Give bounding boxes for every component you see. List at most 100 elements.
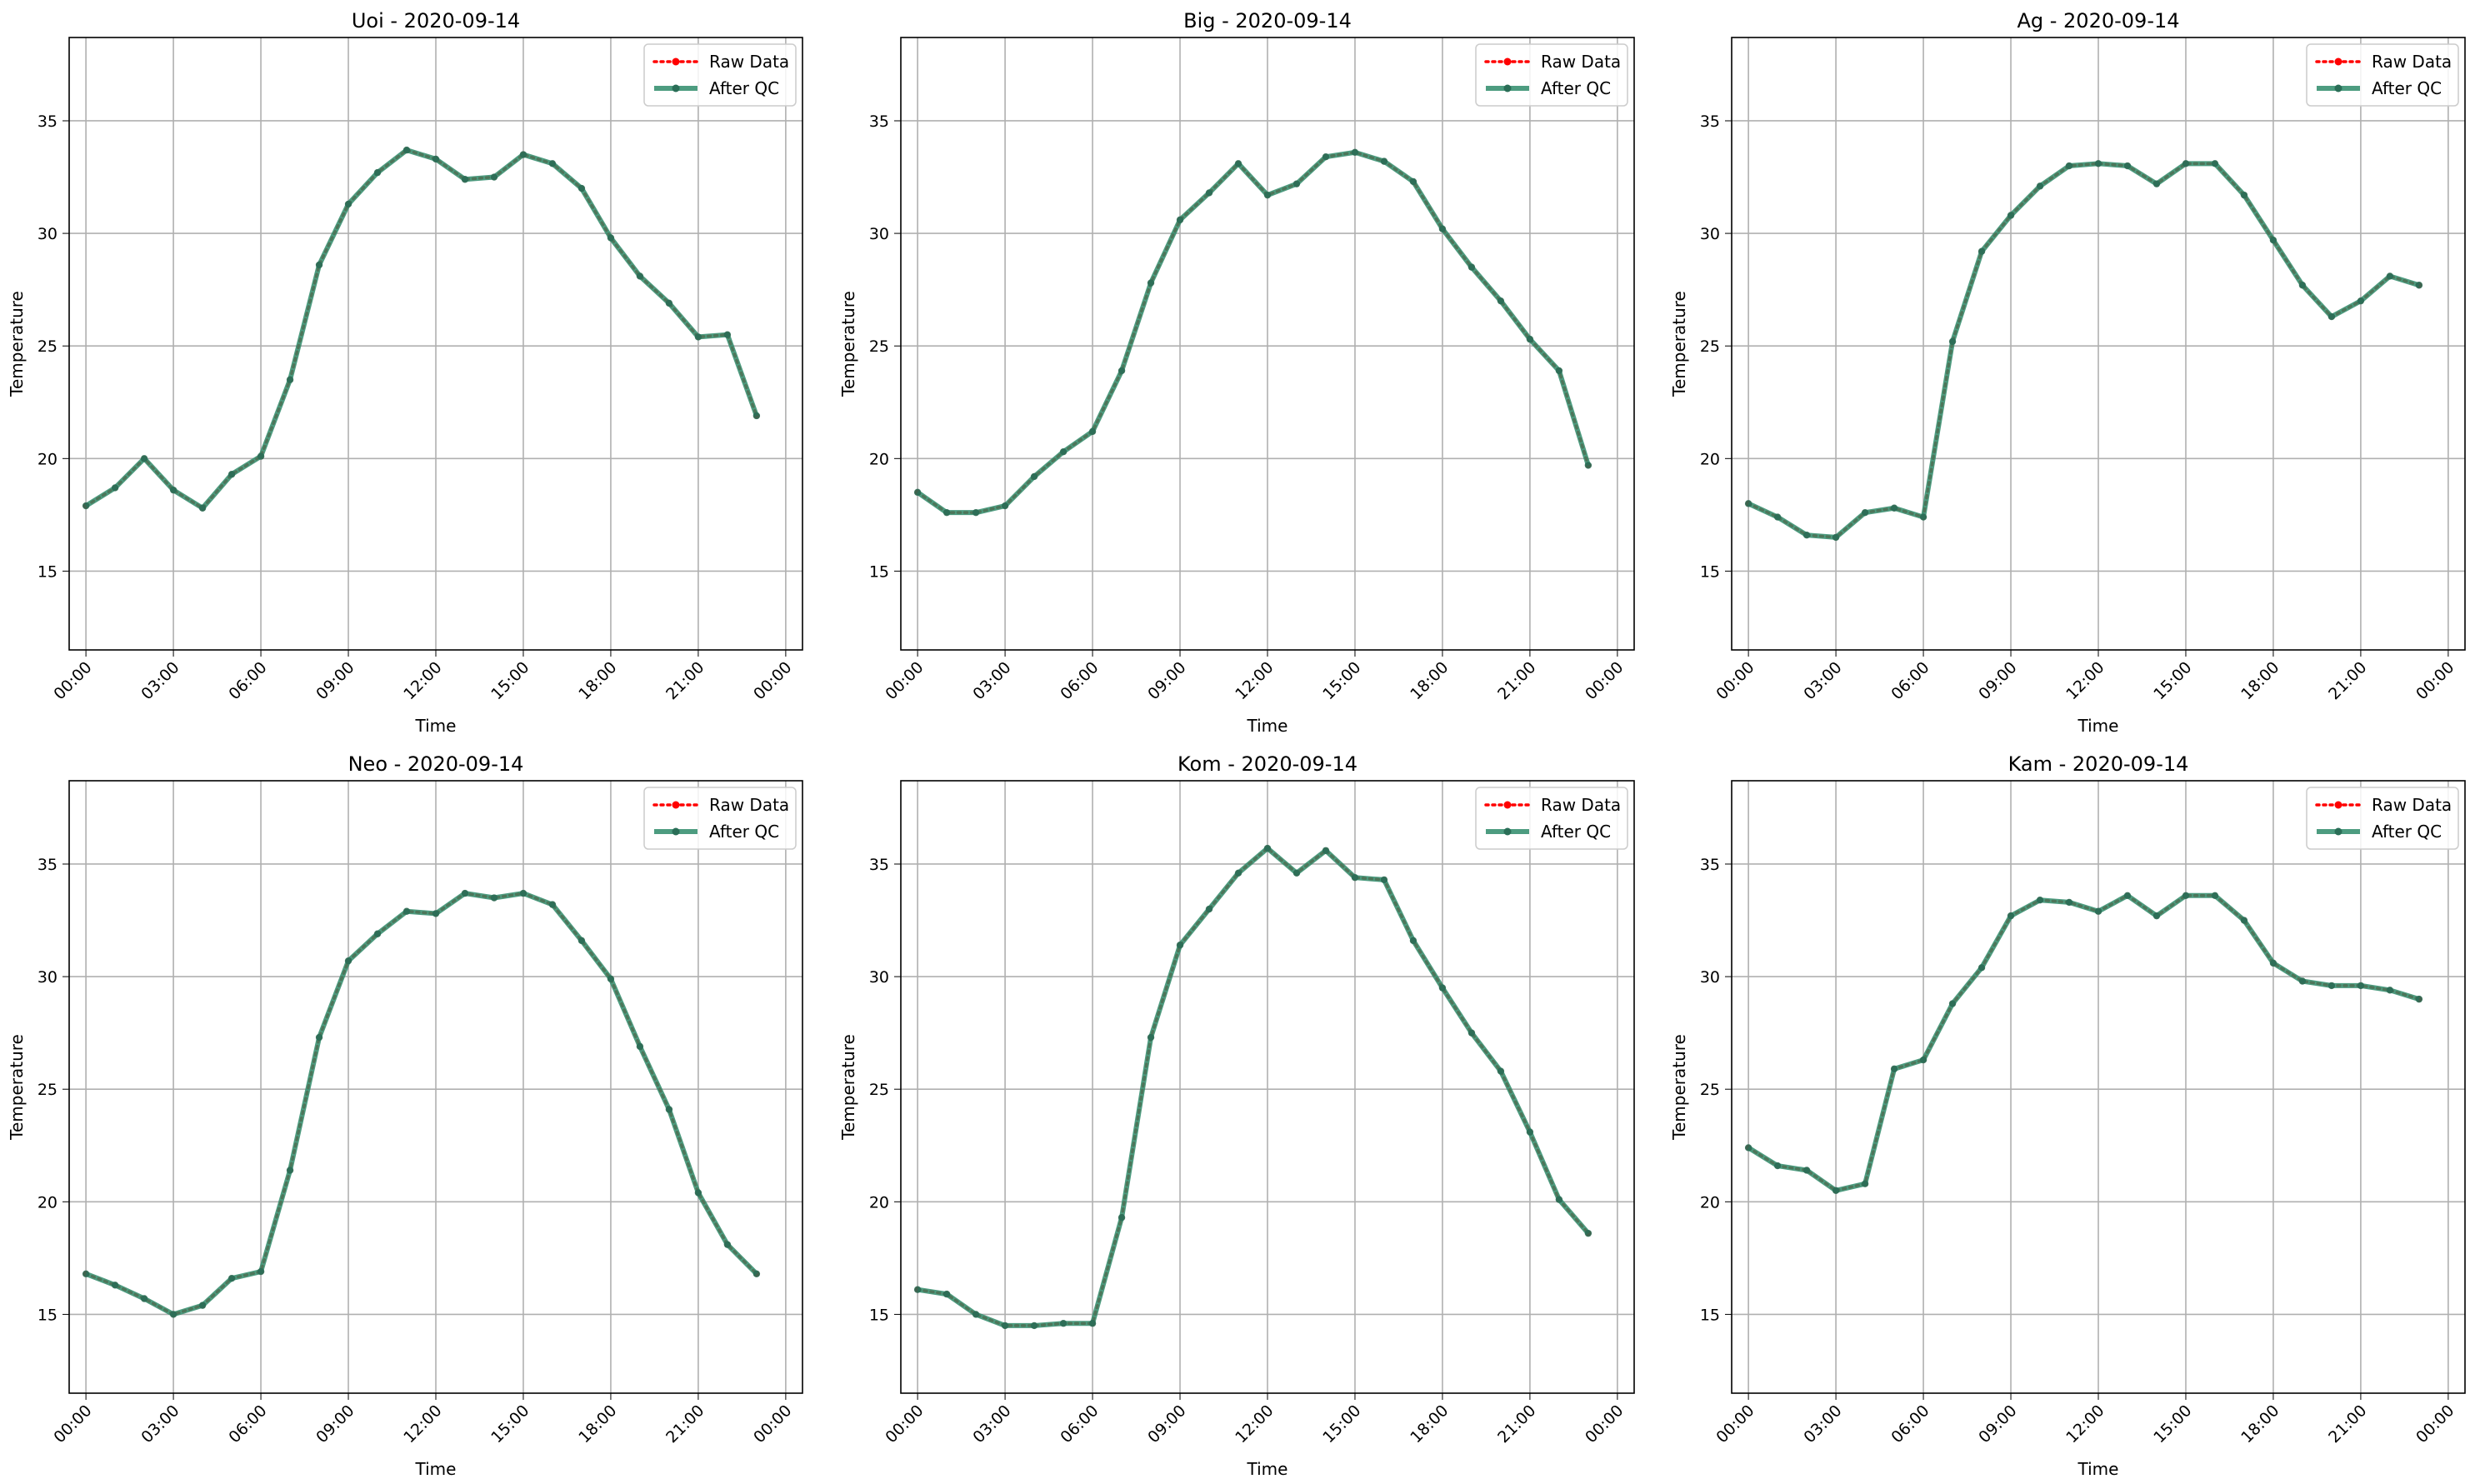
chart-title: Ag - 2020-09-14 bbox=[2017, 9, 2179, 32]
after-qc-point bbox=[578, 937, 586, 945]
x-tick-label: 00:00 bbox=[50, 1402, 95, 1447]
after-qc-point bbox=[1147, 279, 1155, 287]
x-tick-label: 12:00 bbox=[1232, 1402, 1277, 1447]
after-qc-point bbox=[198, 1302, 207, 1309]
after-qc-point bbox=[82, 502, 90, 510]
after-qc-point bbox=[694, 333, 702, 341]
after-qc-point bbox=[198, 504, 207, 512]
after-qc-point bbox=[1147, 1033, 1155, 1042]
after-qc-point bbox=[1978, 964, 1986, 972]
x-tick-label: 06:00 bbox=[1057, 658, 1102, 703]
y-tick-label: 35 bbox=[38, 112, 58, 131]
after-qc-point bbox=[432, 155, 440, 163]
after-qc-point bbox=[1292, 180, 1301, 187]
after-qc-point bbox=[344, 957, 352, 965]
legend-marker-after-qc bbox=[672, 84, 680, 92]
after-qc-point bbox=[1468, 263, 1476, 271]
after-qc-point bbox=[723, 1241, 732, 1248]
after-qc-point bbox=[1030, 472, 1038, 481]
after-qc-point bbox=[1497, 297, 1505, 305]
x-tick-label: 00:00 bbox=[1712, 658, 1758, 703]
after-qc-point bbox=[519, 151, 528, 158]
after-qc-point bbox=[1948, 337, 1957, 345]
after-qc-point bbox=[752, 1270, 761, 1277]
chart-panel-6: 00:00 03:00 06:00 09:00 12:00 15:00 18:00 21:00… bbox=[1669, 752, 2466, 1479]
after-qc-point bbox=[402, 146, 411, 154]
y-tick-label: 15 bbox=[1700, 1306, 1720, 1324]
after-qc-point bbox=[1919, 513, 1928, 521]
x-tick-label: 15:00 bbox=[488, 1402, 532, 1447]
after-qc-point bbox=[752, 412, 761, 420]
x-tick-label: 12:00 bbox=[2062, 658, 2108, 703]
series-line-after-qc bbox=[916, 149, 1591, 516]
x-tick-label: 06:00 bbox=[1888, 658, 1932, 703]
x-tick-label: 12:00 bbox=[1232, 658, 1277, 703]
x-tick-label: 18:00 bbox=[1407, 658, 1452, 703]
after-qc-point bbox=[1832, 1187, 1840, 1195]
after-qc-point bbox=[1526, 1128, 1534, 1136]
chart-panel-5: 00:00 03:00 06:00 09:00 12:00 15:00 18:00 21:00… bbox=[838, 752, 1635, 1479]
after-qc-point bbox=[82, 1270, 90, 1277]
after-qc-point bbox=[636, 272, 644, 280]
after-qc-point bbox=[2386, 272, 2394, 280]
after-qc-point bbox=[694, 1189, 702, 1197]
x-tick-label: 18:00 bbox=[1407, 1402, 1452, 1447]
after-qc-point bbox=[636, 1042, 644, 1051]
y-tick-label: 25 bbox=[38, 1081, 58, 1099]
x-tick-label: 06:00 bbox=[1057, 1402, 1102, 1447]
after-qc-point bbox=[169, 486, 178, 494]
x-tick-label: 00:00 bbox=[750, 658, 795, 703]
x-tick-label: 18:00 bbox=[575, 1402, 620, 1447]
y-axis-label: Temperature bbox=[7, 1034, 27, 1141]
grid bbox=[69, 37, 802, 650]
after-qc-point bbox=[972, 1311, 980, 1318]
x-tick-label: 06:00 bbox=[1888, 1402, 1932, 1447]
after-qc-point bbox=[1409, 177, 1418, 186]
legend: Raw Data After QC bbox=[1475, 43, 1628, 107]
after-qc-point bbox=[2415, 282, 2423, 289]
series-line-after-qc bbox=[1747, 161, 2420, 540]
after-qc-point bbox=[169, 1311, 178, 1318]
y-tick-label: 30 bbox=[38, 225, 58, 243]
y-axis-label: Temperature bbox=[838, 1034, 858, 1141]
after-qc-point bbox=[1059, 448, 1068, 456]
chart-panel-3: 00:00 03:00 06:00 09:00 12:00 15:00 18:00 21:00… bbox=[1669, 9, 2466, 736]
y-tick-label: 20 bbox=[1700, 1193, 1720, 1212]
chart-title: Uoi - 2020-09-14 bbox=[352, 9, 520, 32]
x-tick-label: 00:00 bbox=[750, 1402, 795, 1447]
after-qc-point bbox=[1584, 1229, 1592, 1237]
after-qc-point bbox=[1802, 1167, 1811, 1174]
after-qc-point bbox=[1773, 1162, 1782, 1170]
after-qc-point bbox=[1380, 876, 1388, 884]
series-line-after-qc bbox=[917, 846, 1591, 1328]
y-axis-label: Temperature bbox=[1669, 291, 1689, 397]
x-tick-label: 15:00 bbox=[2150, 658, 2195, 703]
after-qc-point bbox=[1088, 1320, 1097, 1327]
x-tick-label: 21:00 bbox=[2325, 658, 2370, 703]
after-qc-point bbox=[1832, 533, 1840, 542]
chart-panel-1: 00:00 03:00 06:00 09:00 12:00 15:00 18:00 21:00… bbox=[7, 9, 803, 736]
after-qc-point bbox=[1030, 1322, 1038, 1330]
x-tick-label: 09:00 bbox=[312, 1402, 358, 1447]
after-qc-point bbox=[1118, 1214, 1126, 1222]
after-qc-point bbox=[2357, 297, 2365, 305]
y-tick-label: 15 bbox=[869, 562, 889, 581]
after-qc-point bbox=[1555, 367, 1563, 375]
after-qc-point bbox=[2386, 987, 2394, 994]
after-qc-point bbox=[2123, 892, 2132, 900]
x-tick-label: 00:00 bbox=[2412, 658, 2458, 703]
legend: Raw Data After QC bbox=[2306, 787, 2459, 850]
y-axis-label: Temperature bbox=[7, 291, 27, 397]
after-qc-point bbox=[1118, 367, 1126, 375]
y-axis-label: Temperature bbox=[838, 291, 858, 397]
after-qc-point bbox=[519, 889, 528, 897]
after-qc-point bbox=[1744, 500, 1752, 507]
after-qc-point bbox=[111, 484, 119, 492]
after-qc-point bbox=[548, 901, 557, 908]
y-tick-label: 30 bbox=[869, 968, 889, 987]
x-tick-label: 00:00 bbox=[1582, 1402, 1627, 1447]
after-qc-point bbox=[2007, 212, 2015, 219]
y-tick-label: 35 bbox=[38, 856, 58, 874]
after-qc-point bbox=[2182, 892, 2190, 900]
